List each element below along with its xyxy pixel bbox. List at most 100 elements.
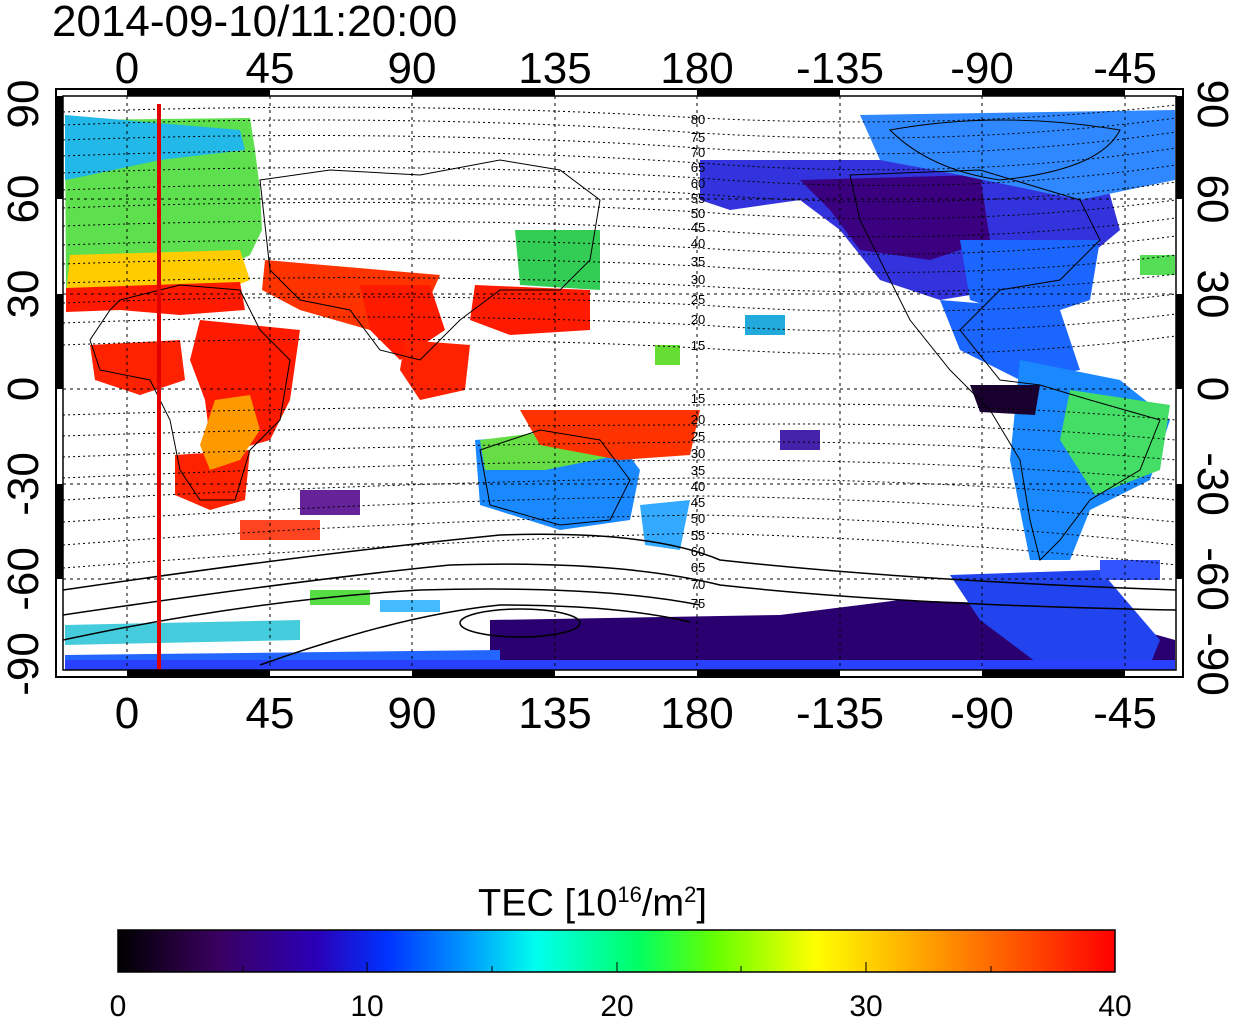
y-tick-label: 60 <box>0 175 48 224</box>
contour-label: 20 <box>691 312 705 327</box>
contour-label: 35 <box>691 254 705 269</box>
tec-data-layer <box>65 110 1175 670</box>
colorbar-tick-label: 0 <box>110 990 127 1021</box>
frame-scale-bars <box>56 89 1183 677</box>
tec-dot <box>300 490 360 515</box>
contour-label: 15 <box>691 338 705 353</box>
contour-label: 55 <box>691 191 705 206</box>
contour-label: 30 <box>691 446 705 461</box>
tec-africa-north-red <box>66 282 245 315</box>
colorbar-tick-label: 40 <box>1098 990 1131 1021</box>
tec-japan-green <box>515 230 600 290</box>
x-tick-label: 45 <box>246 689 295 738</box>
contour-label: 65 <box>691 160 705 175</box>
x-tick-label: 135 <box>518 44 591 93</box>
x-tick-label: -90 <box>950 689 1014 738</box>
y-tick-label: 60 <box>1188 175 1235 224</box>
colorbar: 0 10 20 30 40 <box>110 929 1132 1021</box>
x-tick-label: 90 <box>388 689 437 738</box>
colorbar-tick-label: 20 <box>600 990 633 1021</box>
tec-dot <box>655 345 680 365</box>
y-axis-right: 90 60 30 0 -30 -60 -90 <box>1188 80 1235 696</box>
y-tick-label: 30 <box>0 270 48 319</box>
contour-label: 65 <box>691 560 705 575</box>
y-tick-label: -90 <box>0 632 48 696</box>
tec-china-red <box>470 285 590 335</box>
x-tick-label: -135 <box>796 689 884 738</box>
y-tick-label: -30 <box>1188 452 1235 516</box>
contour-label: 75 <box>691 596 705 611</box>
tec-africa-east-yellow <box>200 395 260 470</box>
magnetic-contours <box>63 104 1176 569</box>
y-tick-label: -30 <box>0 452 48 516</box>
tec-south-band-cyan <box>65 620 300 645</box>
x-tick-label: 135 <box>518 689 591 738</box>
colorbar-label: TEC [1016/m2] <box>478 872 707 927</box>
tec-dot <box>780 430 820 450</box>
x-tick-label: 180 <box>660 44 733 93</box>
contour-label: 15 <box>691 391 705 406</box>
x-tick-label: 45 <box>246 44 295 93</box>
contour-label: 50 <box>691 206 705 221</box>
x-tick-label: 0 <box>115 689 139 738</box>
y-tick-label: -60 <box>1188 547 1235 611</box>
x-tick-label: 0 <box>115 44 139 93</box>
contour-label: 45 <box>691 220 705 235</box>
tec-dot <box>1140 255 1175 275</box>
tec-west-africa <box>90 340 185 395</box>
contour-label: 25 <box>691 292 705 307</box>
tec-se-asia-red <box>400 340 470 400</box>
colorbar-label-prefix: TEC [10 <box>478 882 618 925</box>
tec-south-pacific-band <box>65 660 1175 670</box>
x-axis-top: 0 45 90 135 180 -135 -90 -45 <box>115 44 1157 93</box>
colorbar-ticks <box>242 962 992 972</box>
colorbar-label-exponent: 16 <box>617 882 642 907</box>
tec-antarctica-blue <box>950 570 1160 665</box>
tec-dot <box>1100 560 1160 580</box>
colorbar-tick-label: 10 <box>350 990 383 1021</box>
tec-nz <box>640 500 690 550</box>
contour-label: 20 <box>691 412 705 427</box>
contour-labels: 80 75 70 65 60 55 50 45 40 35 30 25 20 1… <box>691 112 705 611</box>
tec-dot <box>310 590 370 605</box>
grid-lines <box>63 96 1176 670</box>
tec-brazil-green <box>1060 390 1170 495</box>
contour-label: 35 <box>691 463 705 478</box>
colorbar-label-unit: /m <box>641 882 685 925</box>
contour-label: 40 <box>691 236 705 251</box>
y-tick-label: -90 <box>1188 632 1235 696</box>
tec-us-east <box>960 240 1100 320</box>
contour-label: 25 <box>691 429 705 444</box>
y-axis-left: 90 60 30 0 -30 -60 -90 <box>0 80 48 696</box>
contour-label: 45 <box>691 495 705 510</box>
y-tick-label: -60 <box>0 547 48 611</box>
tec-north-america-dark <box>800 175 990 260</box>
colorbar-label-suffix: ] <box>696 882 707 925</box>
tec-greenland <box>860 110 1175 200</box>
x-tick-label: -90 <box>950 44 1014 93</box>
colorbar-tick-label: 30 <box>849 990 882 1021</box>
x-tick-label: 90 <box>388 44 437 93</box>
contour-label: 70 <box>691 145 705 160</box>
contour-label: 60 <box>691 544 705 559</box>
tec-dot <box>240 520 320 540</box>
y-tick-label: 0 <box>0 377 48 401</box>
contour-label: 80 <box>691 112 705 127</box>
y-tick-label: 90 <box>0 80 48 129</box>
contour-label: 75 <box>691 130 705 145</box>
x-tick-label: 180 <box>660 689 733 738</box>
x-tick-label: -135 <box>796 44 884 93</box>
contour-label: 60 <box>691 176 705 191</box>
y-tick-label: 0 <box>1188 377 1235 401</box>
x-tick-label: -45 <box>1093 689 1157 738</box>
tec-arctic-europe <box>65 115 245 180</box>
map-title: 2014-09-10/11:20:00 <box>52 0 458 46</box>
tec-dot <box>380 600 440 612</box>
coastlines <box>89 119 1161 561</box>
y-tick-label: 30 <box>1188 270 1235 319</box>
contour-label: 40 <box>691 479 705 494</box>
x-axis-bottom: 0 45 90 135 180 -135 -90 -45 <box>115 689 1157 738</box>
contour-label: 55 <box>691 528 705 543</box>
tec-africa-south <box>175 450 250 510</box>
